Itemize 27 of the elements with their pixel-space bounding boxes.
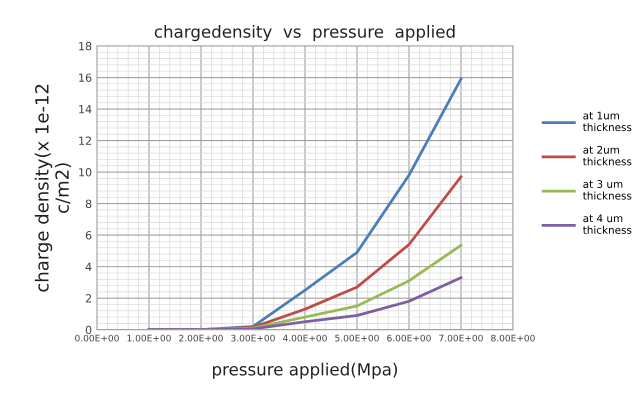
line-series	[148, 276, 462, 330]
x-tick-label: 7.00E+00	[439, 334, 483, 342]
y-tick-label: 14	[79, 105, 92, 114]
legend-label: at 3 um thickness	[582, 180, 632, 200]
x-tick-label: 0.00E+00	[75, 334, 119, 342]
x-tick-label: 3.00E+00	[231, 334, 275, 342]
y-tick-label: 4	[86, 262, 92, 271]
y-tick-label: 0	[86, 326, 92, 334]
x-axis-title: pressure applied(Mpa)	[213, 362, 397, 379]
legend-label: at 4 um thickness	[582, 214, 632, 234]
y-axis-title: charge density(x 1e-12 c/m2)	[34, 84, 72, 292]
legend-label: at 2um thickness	[582, 146, 632, 166]
y-tick-label: 8	[86, 200, 92, 208]
y-tick-label: 2	[86, 294, 91, 302]
legend-label: at 1um thickness	[582, 112, 632, 132]
y-tick-label: 12	[79, 136, 91, 145]
y-tick-label: 16	[79, 73, 92, 82]
y-tick-label: 6	[86, 231, 92, 240]
y-tick-label: 10	[79, 168, 92, 176]
chart-title: chargedensity vs pressure applied	[154, 24, 455, 42]
y-tick-label: 18	[79, 42, 92, 50]
x-tick-label: 1.00E+00	[128, 334, 171, 342]
x-tick-label: 6.00E+00	[387, 334, 431, 342]
x-tick-label: 2.00E+00	[179, 334, 223, 342]
x-tick-label: 8.00E+00	[491, 334, 535, 342]
x-tick-label: 5.00E+00	[335, 334, 379, 342]
x-tick-label: 4.00E+00	[282, 334, 327, 342]
